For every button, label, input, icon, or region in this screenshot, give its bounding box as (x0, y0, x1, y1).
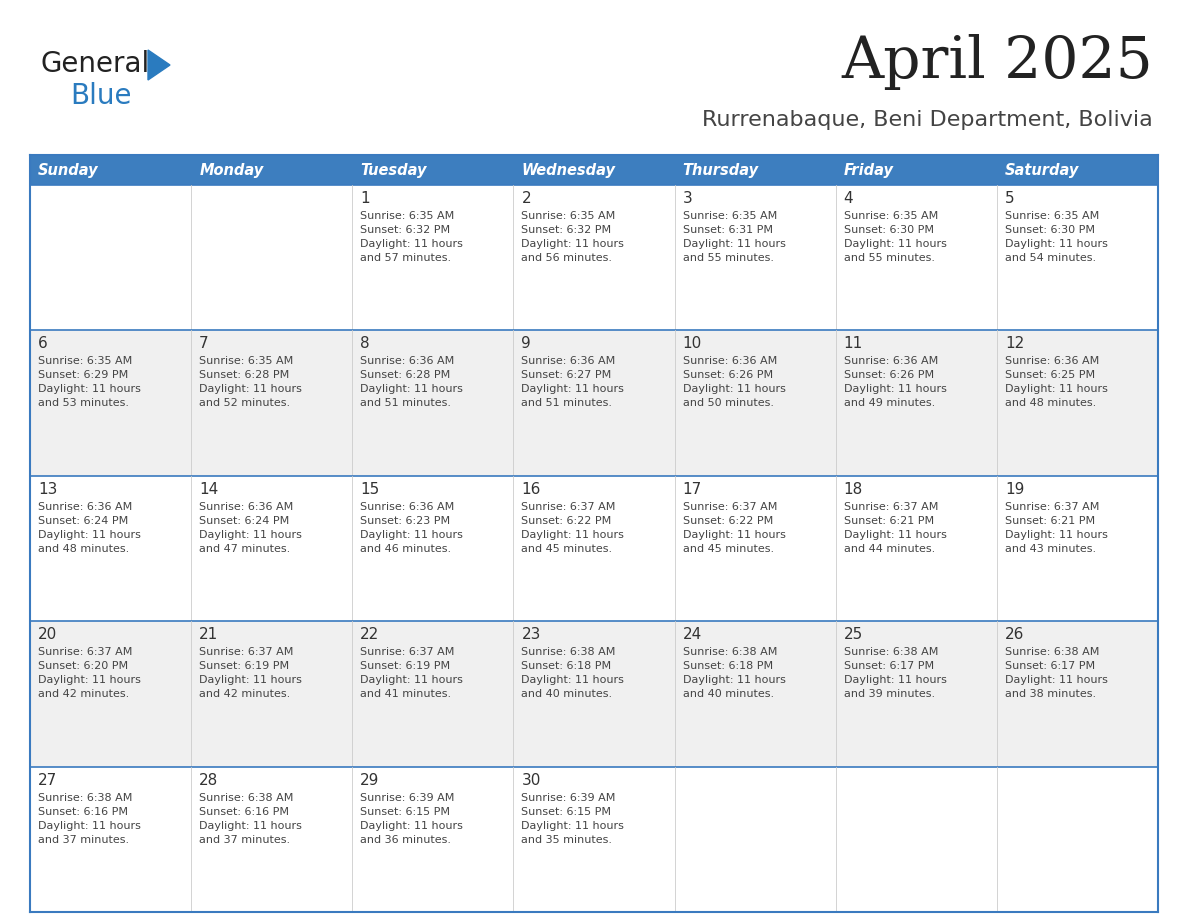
Text: Sunrise: 6:38 AM
Sunset: 6:16 PM
Daylight: 11 hours
and 37 minutes.: Sunrise: 6:38 AM Sunset: 6:16 PM Dayligh… (38, 792, 141, 845)
Text: Sunrise: 6:37 AM
Sunset: 6:21 PM
Daylight: 11 hours
and 44 minutes.: Sunrise: 6:37 AM Sunset: 6:21 PM Dayligh… (843, 502, 947, 554)
Polygon shape (148, 50, 170, 80)
Text: Sunrise: 6:37 AM
Sunset: 6:22 PM
Daylight: 11 hours
and 45 minutes.: Sunrise: 6:37 AM Sunset: 6:22 PM Dayligh… (522, 502, 625, 554)
Text: 2: 2 (522, 191, 531, 206)
Text: Monday: Monday (200, 162, 264, 177)
Text: Sunrise: 6:36 AM
Sunset: 6:25 PM
Daylight: 11 hours
and 48 minutes.: Sunrise: 6:36 AM Sunset: 6:25 PM Dayligh… (1005, 356, 1107, 409)
Text: 22: 22 (360, 627, 379, 643)
Text: 5: 5 (1005, 191, 1015, 206)
Text: 24: 24 (683, 627, 702, 643)
Bar (30, 767, 1158, 912)
Text: Rurrenabaque, Beni Department, Bolivia: Rurrenabaque, Beni Department, Bolivia (702, 110, 1154, 130)
Text: 21: 21 (200, 627, 219, 643)
Text: Sunrise: 6:39 AM
Sunset: 6:15 PM
Daylight: 11 hours
and 36 minutes.: Sunrise: 6:39 AM Sunset: 6:15 PM Dayligh… (360, 792, 463, 845)
Text: General: General (40, 50, 150, 78)
Bar (513, 155, 675, 185)
Text: 3: 3 (683, 191, 693, 206)
Text: Blue: Blue (70, 82, 132, 110)
Text: Sunrise: 6:36 AM
Sunset: 6:27 PM
Daylight: 11 hours
and 51 minutes.: Sunrise: 6:36 AM Sunset: 6:27 PM Dayligh… (522, 356, 625, 409)
Text: 29: 29 (360, 773, 380, 788)
Text: Wednesday: Wednesday (522, 162, 615, 177)
Text: Sunrise: 6:36 AM
Sunset: 6:24 PM
Daylight: 11 hours
and 47 minutes.: Sunrise: 6:36 AM Sunset: 6:24 PM Dayligh… (200, 502, 302, 554)
Text: Sunrise: 6:36 AM
Sunset: 6:26 PM
Daylight: 11 hours
and 50 minutes.: Sunrise: 6:36 AM Sunset: 6:26 PM Dayligh… (683, 356, 785, 409)
Bar (30, 621, 1158, 767)
Text: Sunrise: 6:35 AM
Sunset: 6:32 PM
Daylight: 11 hours
and 56 minutes.: Sunrise: 6:35 AM Sunset: 6:32 PM Dayligh… (522, 211, 625, 263)
Text: Sunrise: 6:36 AM
Sunset: 6:28 PM
Daylight: 11 hours
and 51 minutes.: Sunrise: 6:36 AM Sunset: 6:28 PM Dayligh… (360, 356, 463, 409)
Text: Sunrise: 6:36 AM
Sunset: 6:24 PM
Daylight: 11 hours
and 48 minutes.: Sunrise: 6:36 AM Sunset: 6:24 PM Dayligh… (38, 502, 141, 554)
Text: Sunrise: 6:38 AM
Sunset: 6:17 PM
Daylight: 11 hours
and 39 minutes.: Sunrise: 6:38 AM Sunset: 6:17 PM Dayligh… (843, 647, 947, 700)
Bar (997, 155, 1158, 185)
Text: 16: 16 (522, 482, 541, 497)
Text: Tuesday: Tuesday (360, 162, 426, 177)
Text: Sunrise: 6:37 AM
Sunset: 6:19 PM
Daylight: 11 hours
and 42 minutes.: Sunrise: 6:37 AM Sunset: 6:19 PM Dayligh… (200, 647, 302, 700)
Text: Sunrise: 6:38 AM
Sunset: 6:17 PM
Daylight: 11 hours
and 38 minutes.: Sunrise: 6:38 AM Sunset: 6:17 PM Dayligh… (1005, 647, 1107, 700)
Text: Saturday: Saturday (1005, 162, 1079, 177)
Text: 25: 25 (843, 627, 862, 643)
Bar (30, 476, 1158, 621)
Text: 7: 7 (200, 336, 209, 352)
Text: Sunrise: 6:38 AM
Sunset: 6:16 PM
Daylight: 11 hours
and 37 minutes.: Sunrise: 6:38 AM Sunset: 6:16 PM Dayligh… (200, 792, 302, 845)
Text: Sunrise: 6:38 AM
Sunset: 6:18 PM
Daylight: 11 hours
and 40 minutes.: Sunrise: 6:38 AM Sunset: 6:18 PM Dayligh… (683, 647, 785, 700)
Text: 12: 12 (1005, 336, 1024, 352)
Text: Friday: Friday (843, 162, 893, 177)
Text: 23: 23 (522, 627, 541, 643)
Text: 15: 15 (360, 482, 379, 497)
Text: 20: 20 (38, 627, 57, 643)
Text: 28: 28 (200, 773, 219, 788)
Text: Sunrise: 6:35 AM
Sunset: 6:32 PM
Daylight: 11 hours
and 57 minutes.: Sunrise: 6:35 AM Sunset: 6:32 PM Dayligh… (360, 211, 463, 263)
Text: Sunrise: 6:37 AM
Sunset: 6:19 PM
Daylight: 11 hours
and 41 minutes.: Sunrise: 6:37 AM Sunset: 6:19 PM Dayligh… (360, 647, 463, 700)
Text: Sunrise: 6:36 AM
Sunset: 6:26 PM
Daylight: 11 hours
and 49 minutes.: Sunrise: 6:36 AM Sunset: 6:26 PM Dayligh… (843, 356, 947, 409)
Text: Sunrise: 6:35 AM
Sunset: 6:28 PM
Daylight: 11 hours
and 52 minutes.: Sunrise: 6:35 AM Sunset: 6:28 PM Dayligh… (200, 356, 302, 409)
Bar (191, 155, 353, 185)
Text: 4: 4 (843, 191, 853, 206)
Bar (30, 330, 1158, 476)
Text: 10: 10 (683, 336, 702, 352)
Bar (675, 155, 835, 185)
Text: Sunrise: 6:35 AM
Sunset: 6:30 PM
Daylight: 11 hours
and 54 minutes.: Sunrise: 6:35 AM Sunset: 6:30 PM Dayligh… (1005, 211, 1107, 263)
Text: Sunrise: 6:35 AM
Sunset: 6:30 PM
Daylight: 11 hours
and 55 minutes.: Sunrise: 6:35 AM Sunset: 6:30 PM Dayligh… (843, 211, 947, 263)
Text: 13: 13 (38, 482, 57, 497)
Text: Sunrise: 6:39 AM
Sunset: 6:15 PM
Daylight: 11 hours
and 35 minutes.: Sunrise: 6:39 AM Sunset: 6:15 PM Dayligh… (522, 792, 625, 845)
Text: 18: 18 (843, 482, 862, 497)
Text: Sunrise: 6:35 AM
Sunset: 6:29 PM
Daylight: 11 hours
and 53 minutes.: Sunrise: 6:35 AM Sunset: 6:29 PM Dayligh… (38, 356, 141, 409)
Text: Sunrise: 6:37 AM
Sunset: 6:22 PM
Daylight: 11 hours
and 45 minutes.: Sunrise: 6:37 AM Sunset: 6:22 PM Dayligh… (683, 502, 785, 554)
Text: Sunday: Sunday (38, 162, 99, 177)
Text: April 2025: April 2025 (841, 34, 1154, 90)
Text: Sunrise: 6:36 AM
Sunset: 6:23 PM
Daylight: 11 hours
and 46 minutes.: Sunrise: 6:36 AM Sunset: 6:23 PM Dayligh… (360, 502, 463, 554)
Bar (30, 155, 191, 185)
Text: 19: 19 (1005, 482, 1024, 497)
Text: 11: 11 (843, 336, 862, 352)
Text: 14: 14 (200, 482, 219, 497)
Text: Sunrise: 6:35 AM
Sunset: 6:31 PM
Daylight: 11 hours
and 55 minutes.: Sunrise: 6:35 AM Sunset: 6:31 PM Dayligh… (683, 211, 785, 263)
Text: Sunrise: 6:37 AM
Sunset: 6:21 PM
Daylight: 11 hours
and 43 minutes.: Sunrise: 6:37 AM Sunset: 6:21 PM Dayligh… (1005, 502, 1107, 554)
Text: Thursday: Thursday (683, 162, 759, 177)
Text: 27: 27 (38, 773, 57, 788)
Bar (835, 155, 997, 185)
Text: 6: 6 (38, 336, 48, 352)
Text: Sunrise: 6:37 AM
Sunset: 6:20 PM
Daylight: 11 hours
and 42 minutes.: Sunrise: 6:37 AM Sunset: 6:20 PM Dayligh… (38, 647, 141, 700)
Text: Sunrise: 6:38 AM
Sunset: 6:18 PM
Daylight: 11 hours
and 40 minutes.: Sunrise: 6:38 AM Sunset: 6:18 PM Dayligh… (522, 647, 625, 700)
Text: 17: 17 (683, 482, 702, 497)
Text: 9: 9 (522, 336, 531, 352)
Text: 8: 8 (360, 336, 369, 352)
Text: 26: 26 (1005, 627, 1024, 643)
Text: 1: 1 (360, 191, 369, 206)
Bar (353, 155, 513, 185)
Text: 30: 30 (522, 773, 541, 788)
Bar (30, 185, 1158, 330)
